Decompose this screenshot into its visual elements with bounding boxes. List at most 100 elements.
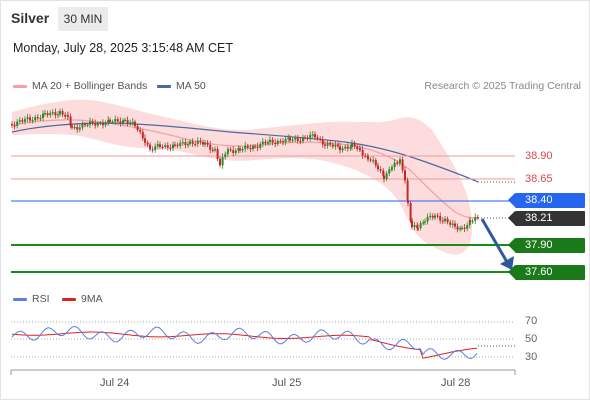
x-label-jul28: Jul 28 bbox=[441, 377, 471, 389]
candle-body bbox=[169, 147, 172, 149]
candle-body bbox=[134, 121, 136, 127]
candle-body bbox=[296, 137, 299, 141]
candle-body bbox=[67, 115, 69, 117]
candle-body bbox=[422, 222, 425, 224]
timeframe-button[interactable]: 30 MIN bbox=[58, 7, 108, 31]
candle-body bbox=[104, 122, 107, 126]
candle-body bbox=[102, 122, 104, 126]
candle-body bbox=[306, 137, 309, 139]
candle-body bbox=[289, 137, 291, 141]
candle-body bbox=[136, 126, 139, 130]
candle-body bbox=[291, 139, 294, 141]
resistance-label-2: 38.65 bbox=[525, 173, 553, 185]
candle-body bbox=[229, 149, 232, 151]
candle-body bbox=[51, 112, 54, 114]
candlesticks bbox=[11, 108, 479, 233]
candle-body bbox=[64, 114, 67, 117]
candle-body bbox=[456, 226, 459, 230]
candle-body bbox=[114, 119, 117, 122]
candle-body bbox=[466, 225, 469, 229]
candle-body bbox=[417, 227, 419, 230]
candle-body bbox=[78, 127, 81, 130]
candle-body bbox=[91, 121, 94, 123]
candle-body bbox=[264, 141, 267, 144]
candle-body bbox=[383, 175, 385, 179]
candle-body bbox=[59, 111, 61, 115]
candle-body bbox=[156, 144, 159, 147]
legend-rsi: RSI bbox=[13, 293, 50, 305]
candle-body bbox=[424, 221, 426, 223]
candle-body bbox=[434, 215, 436, 218]
candle-body bbox=[419, 223, 422, 229]
symbol-title: Silver bbox=[11, 10, 50, 26]
candle-body bbox=[471, 220, 474, 223]
candle-body bbox=[393, 162, 396, 168]
candle-body bbox=[174, 144, 176, 146]
candle-body bbox=[81, 124, 84, 128]
candle-body bbox=[282, 141, 284, 143]
candle-body bbox=[21, 120, 24, 122]
candle-body bbox=[42, 113, 44, 119]
candle-body bbox=[413, 225, 416, 228]
candle-body bbox=[44, 113, 46, 115]
candle-body bbox=[324, 144, 326, 146]
candle-body bbox=[234, 150, 237, 153]
candle-body bbox=[388, 169, 391, 174]
support-tag-1: 37.90 bbox=[508, 238, 585, 253]
candle-body bbox=[469, 220, 471, 222]
candle-body bbox=[351, 143, 353, 147]
x-label-jul24: Jul 24 bbox=[100, 377, 130, 389]
candle-body bbox=[166, 145, 169, 148]
bb-swatch bbox=[13, 84, 27, 88]
legend-ma50: MA 50 bbox=[157, 80, 206, 92]
candle-body bbox=[172, 144, 174, 149]
candle-body bbox=[304, 137, 306, 139]
candle-body bbox=[249, 147, 252, 150]
candle-body bbox=[26, 117, 29, 120]
candle-body bbox=[57, 114, 59, 116]
candle-body bbox=[401, 159, 404, 171]
candle-body bbox=[439, 216, 442, 221]
candle-body bbox=[69, 116, 72, 126]
candle-body bbox=[284, 138, 287, 143]
support-tag-2: 37.60 bbox=[508, 265, 585, 280]
legend-bb: MA 20 + Bollinger Bands bbox=[13, 80, 147, 92]
projection-arrow-shaft bbox=[480, 218, 509, 263]
candle-body bbox=[316, 137, 319, 139]
candle-body bbox=[271, 139, 274, 143]
candle-body bbox=[436, 215, 439, 217]
candle-body bbox=[86, 124, 89, 126]
candle-body bbox=[159, 144, 161, 147]
candle-body bbox=[99, 122, 102, 125]
candle-body bbox=[276, 140, 279, 144]
candle-body bbox=[319, 138, 322, 140]
rsi-swatch bbox=[13, 297, 27, 301]
candle-body bbox=[129, 122, 132, 124]
candle-body bbox=[341, 148, 344, 151]
candle-body bbox=[196, 140, 199, 144]
candle-body bbox=[94, 122, 97, 126]
candle-body bbox=[406, 180, 409, 201]
candle-body bbox=[396, 162, 399, 164]
rsi-ma-legend-label: 9MA bbox=[81, 293, 103, 305]
legend-rsi-ma: 9MA bbox=[62, 293, 103, 305]
candle-body bbox=[459, 228, 462, 230]
candle-body bbox=[84, 124, 86, 126]
ma50-line bbox=[11, 122, 479, 183]
candle-body bbox=[309, 134, 312, 139]
candle-body bbox=[349, 146, 352, 149]
candle-body bbox=[269, 139, 271, 143]
candle-body bbox=[382, 170, 385, 176]
candle-body bbox=[16, 121, 19, 126]
candle-body bbox=[254, 146, 256, 148]
candle-body bbox=[224, 154, 227, 158]
resistance-label-1: 38.90 bbox=[525, 150, 553, 162]
candle-body bbox=[311, 134, 314, 136]
candle-body bbox=[29, 117, 31, 121]
candle-body bbox=[216, 149, 219, 159]
candle-body bbox=[377, 165, 379, 170]
candle-body bbox=[369, 159, 372, 161]
candle-body bbox=[326, 142, 329, 146]
candle-body bbox=[211, 149, 214, 152]
